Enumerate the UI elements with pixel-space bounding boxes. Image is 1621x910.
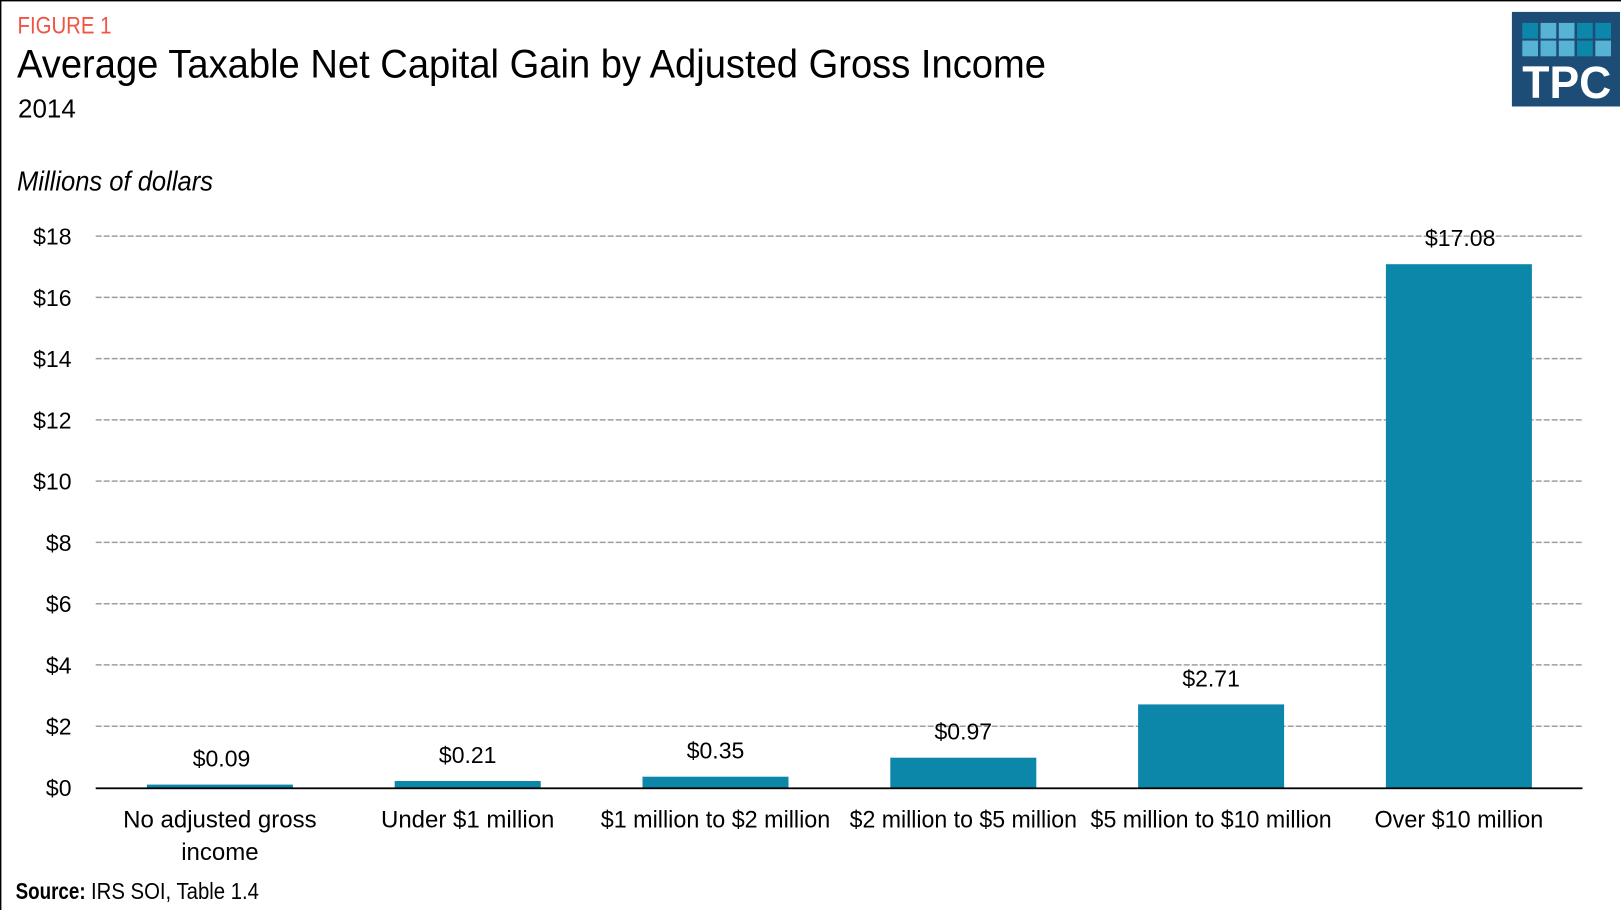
svg-text:Millions of dollars: Millions of dollars (17, 165, 213, 196)
svg-text:$8: $8 (46, 530, 72, 556)
svg-text:$6: $6 (46, 591, 72, 617)
svg-text:Average Taxable Net Capital Ga: Average Taxable Net Capital Gain by Adju… (17, 42, 1046, 86)
svg-text:income: income (181, 839, 258, 866)
svg-text:$17.08: $17.08 (1425, 225, 1495, 251)
svg-text:$1 million to $2 million: $1 million to $2 million (601, 807, 831, 834)
svg-text:Over $10 million: Over $10 million (1375, 807, 1544, 834)
svg-text:$4: $4 (46, 652, 72, 678)
svg-text:$2.71: $2.71 (1182, 665, 1240, 691)
svg-text:FIGURE 1: FIGURE 1 (18, 12, 112, 39)
svg-text:$14: $14 (33, 346, 72, 372)
svg-text:IRS SOI, Table 1.4: IRS SOI, Table 1.4 (91, 878, 259, 904)
svg-text:$0.35: $0.35 (687, 738, 745, 764)
svg-text:TPC: TPC (1522, 57, 1611, 108)
svg-text:$0.97: $0.97 (935, 719, 993, 745)
svg-text:No adjusted gross: No adjusted gross (123, 807, 316, 834)
svg-text:Source:: Source: (16, 878, 86, 904)
svg-text:2014: 2014 (18, 94, 76, 124)
svg-text:$0.21: $0.21 (439, 742, 497, 768)
svg-text:$0: $0 (46, 775, 72, 801)
svg-text:$5 million to $10 million: $5 million to $10 million (1091, 807, 1332, 834)
svg-text:Under $1 million: Under $1 million (381, 807, 554, 834)
svg-text:$0.09: $0.09 (193, 746, 251, 772)
svg-text:$10: $10 (33, 469, 71, 495)
svg-text:$12: $12 (33, 407, 71, 433)
svg-text:$16: $16 (33, 285, 71, 311)
svg-text:$2: $2 (46, 714, 72, 740)
svg-text:$18: $18 (33, 224, 71, 250)
svg-text:$2 million to $5 million: $2 million to $5 million (850, 807, 1077, 834)
